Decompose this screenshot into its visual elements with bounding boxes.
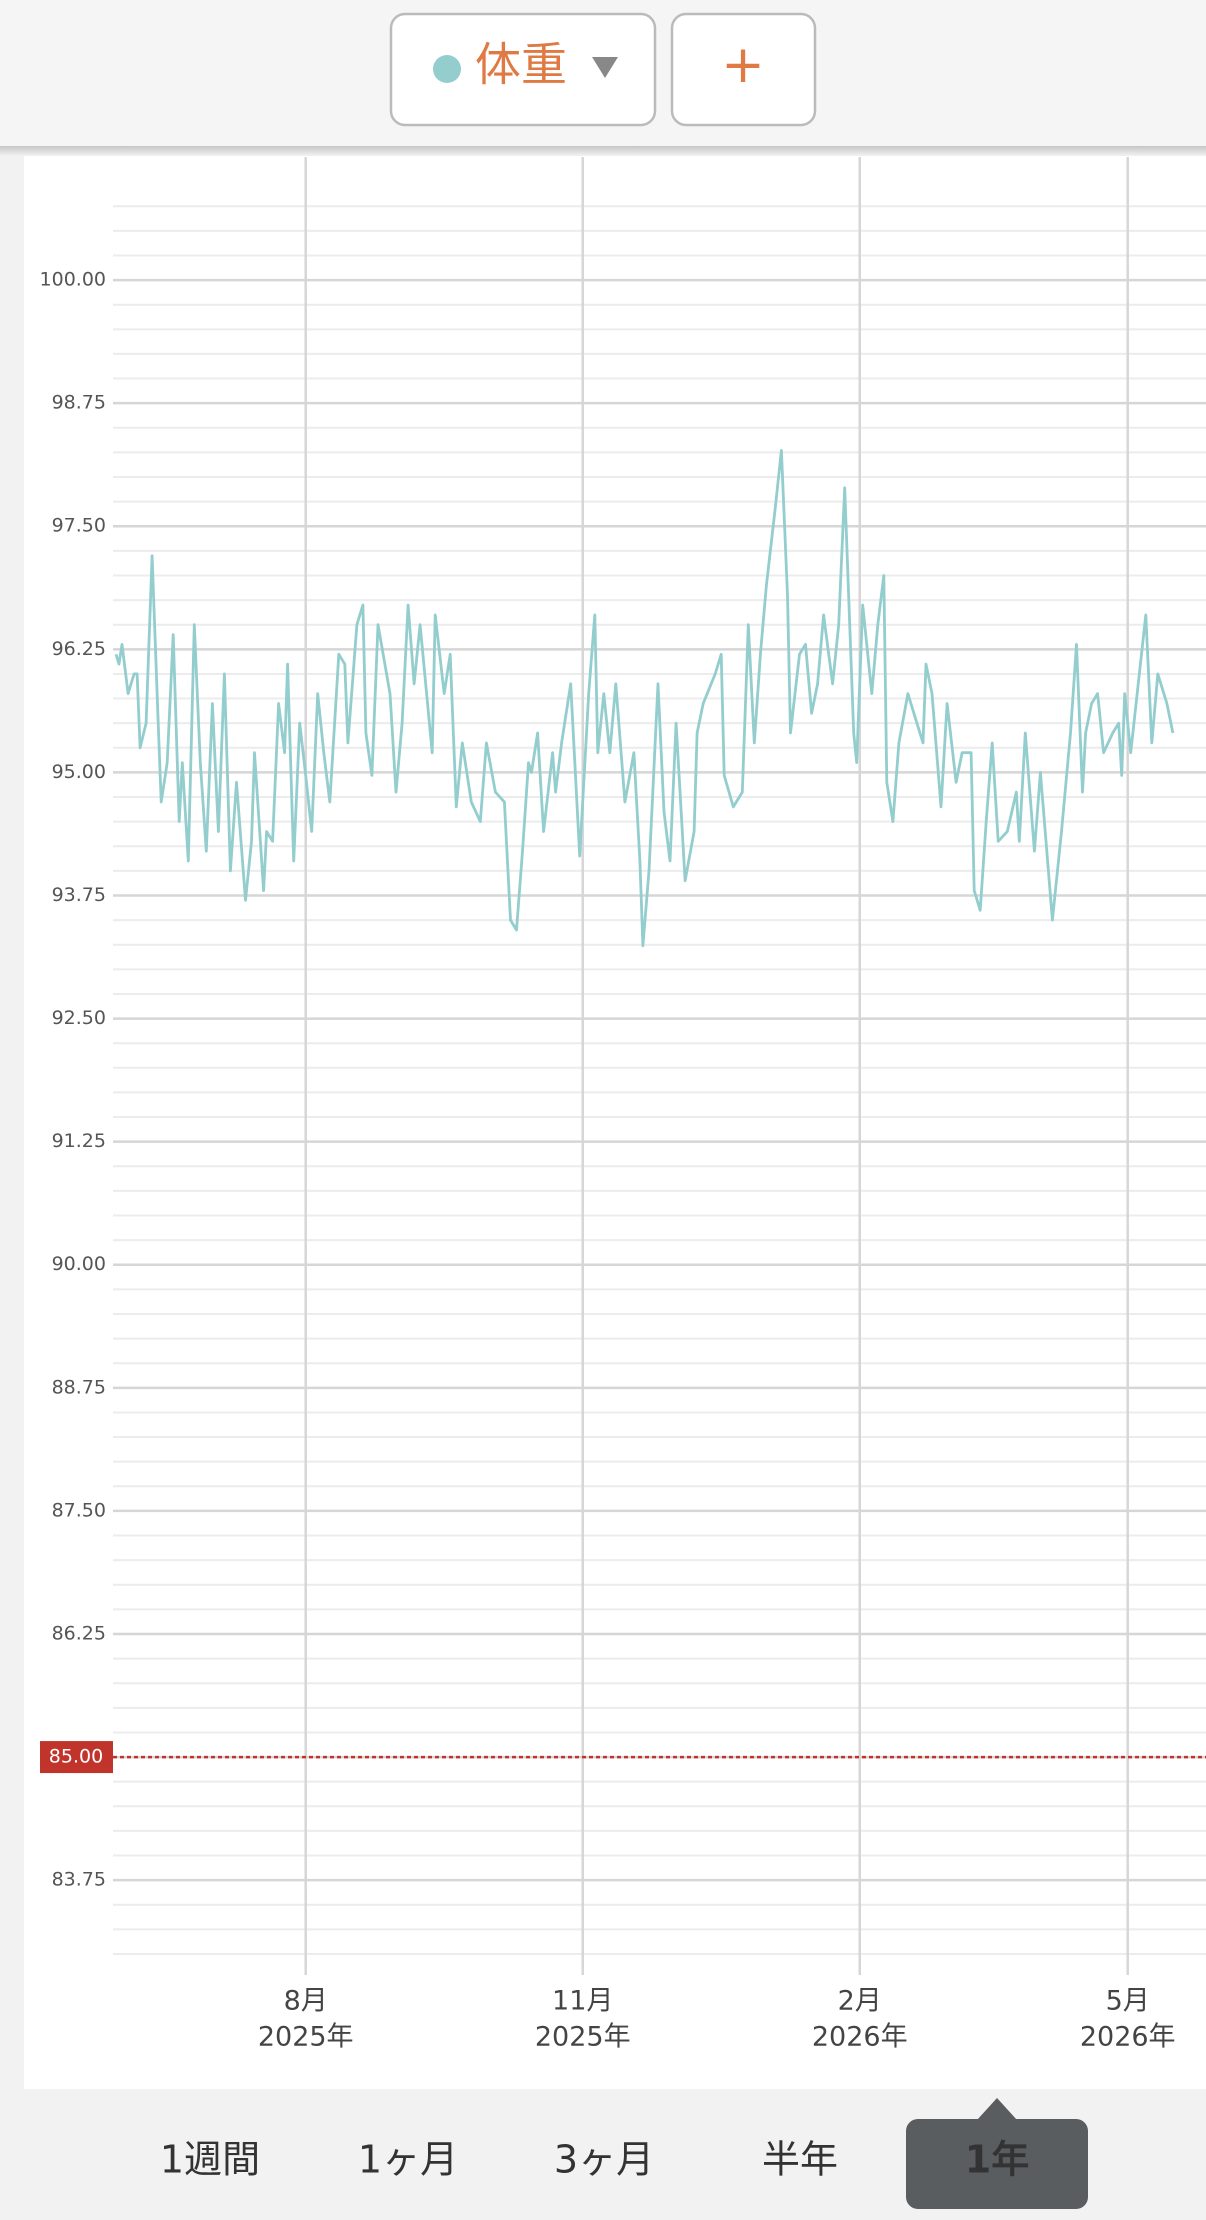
target-label-box [40,1741,113,1774]
y-tick-label: 100.00 [40,269,106,291]
range-tab-notch [977,2098,1017,2120]
chart: 83.75 86.25 87.50 88.75 90.00 91.25 92.50 93.75… [40,157,1206,2053]
metric-label: 体重 [475,38,567,92]
x-tick-label: 11月 [552,1986,613,2017]
x-tick-year: 2025年 [258,2022,354,2053]
add-button[interactable] [670,12,817,127]
y-tick-label: 88.75 [52,1376,106,1398]
y-tick-label: 97.50 [52,515,106,537]
y-tick-label: 83.75 [52,1869,106,1891]
metric-dot [433,55,461,83]
y-tick-label: 93.75 [52,884,106,906]
x-tick-year: 2025年 [535,2022,631,2053]
y-tick-label: 86.25 [52,1622,106,1644]
x-tick-year: 2026年 [1080,2022,1176,2053]
range-tab[interactable]: 1ヶ月 [358,2138,458,2182]
range-tabs: 1週間 1ヶ月 3ヶ月 半年 1年 [160,2098,1088,2209]
x-tick-label: 2月 [838,1986,882,2017]
y-tick-label: 98.75 [52,392,106,414]
add-button-label: + [721,35,765,95]
range-tab[interactable]: 3ヶ月 [554,2138,654,2182]
y-tick-label: 96.25 [52,638,106,660]
range-tab[interactable]: 1年 [965,2138,1029,2182]
metric-button[interactable] [389,12,657,127]
metric-selector[interactable]: 体重 [389,12,657,127]
add-entry[interactable]: + [670,12,817,127]
x-tick-label: 5月 [1106,1986,1150,2017]
range-tab[interactable]: 半年 [762,2138,838,2182]
data-line [114,449,1175,948]
x-tick-label: 8月 [284,1986,328,2017]
y-tick-label: 91.25 [52,1130,106,1152]
target-label: 85.00 [49,1746,103,1768]
y-tick-label: 95.00 [52,761,106,783]
chart-card [24,156,1206,2089]
y-tick-label: 90.00 [52,1253,106,1275]
range-tab-selected[interactable] [906,2119,1088,2209]
header-shadow [0,146,1206,156]
dropdown-arrow [592,57,618,78]
y-tick-label: 92.50 [52,1007,106,1029]
x-tick-year: 2026年 [812,2022,908,2053]
y-tick-label: 87.50 [52,1499,106,1521]
range-tab[interactable]: 1週間 [160,2138,260,2182]
